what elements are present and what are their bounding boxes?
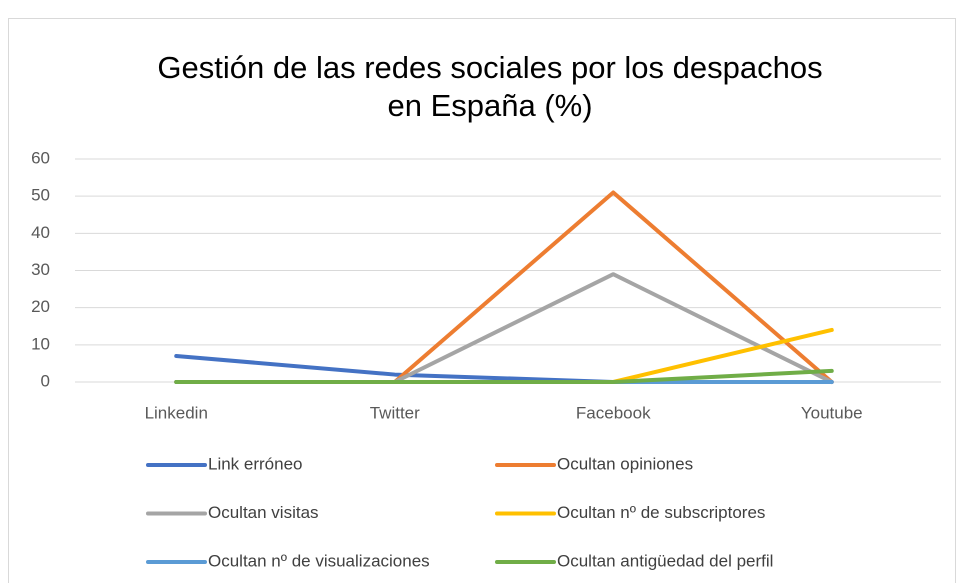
- y-tick-label: 10: [31, 334, 50, 353]
- x-tick-label: Facebook: [576, 403, 651, 422]
- legend-label: Ocultan antigüedad del perfil: [557, 551, 773, 570]
- x-tick-label: Linkedin: [145, 403, 208, 422]
- legend-label: Ocultan visitas: [208, 503, 319, 522]
- y-tick-label: 60: [31, 148, 50, 167]
- y-tick-label: 50: [31, 186, 50, 205]
- series-line: [174, 368, 834, 384]
- chart-border: [8, 18, 956, 583]
- chart-title: Gestión de las redes sociales por los de…: [157, 50, 822, 85]
- legend-label: Link erróneo: [208, 454, 303, 473]
- y-tick-label: 30: [31, 260, 50, 279]
- legend-label: Ocultan opiniones: [557, 454, 693, 473]
- y-tick-label: 40: [31, 223, 50, 242]
- chart-title: en España (%): [387, 88, 592, 123]
- y-tick-label: 0: [41, 371, 50, 390]
- y-tick-label: 20: [31, 297, 50, 316]
- legend-label: Ocultan nº de visualizaciones: [208, 551, 430, 570]
- x-tick-label: Twitter: [370, 403, 420, 422]
- legend-label: Ocultan nº de subscriptores: [557, 503, 765, 522]
- x-tick-label: Youtube: [801, 403, 863, 422]
